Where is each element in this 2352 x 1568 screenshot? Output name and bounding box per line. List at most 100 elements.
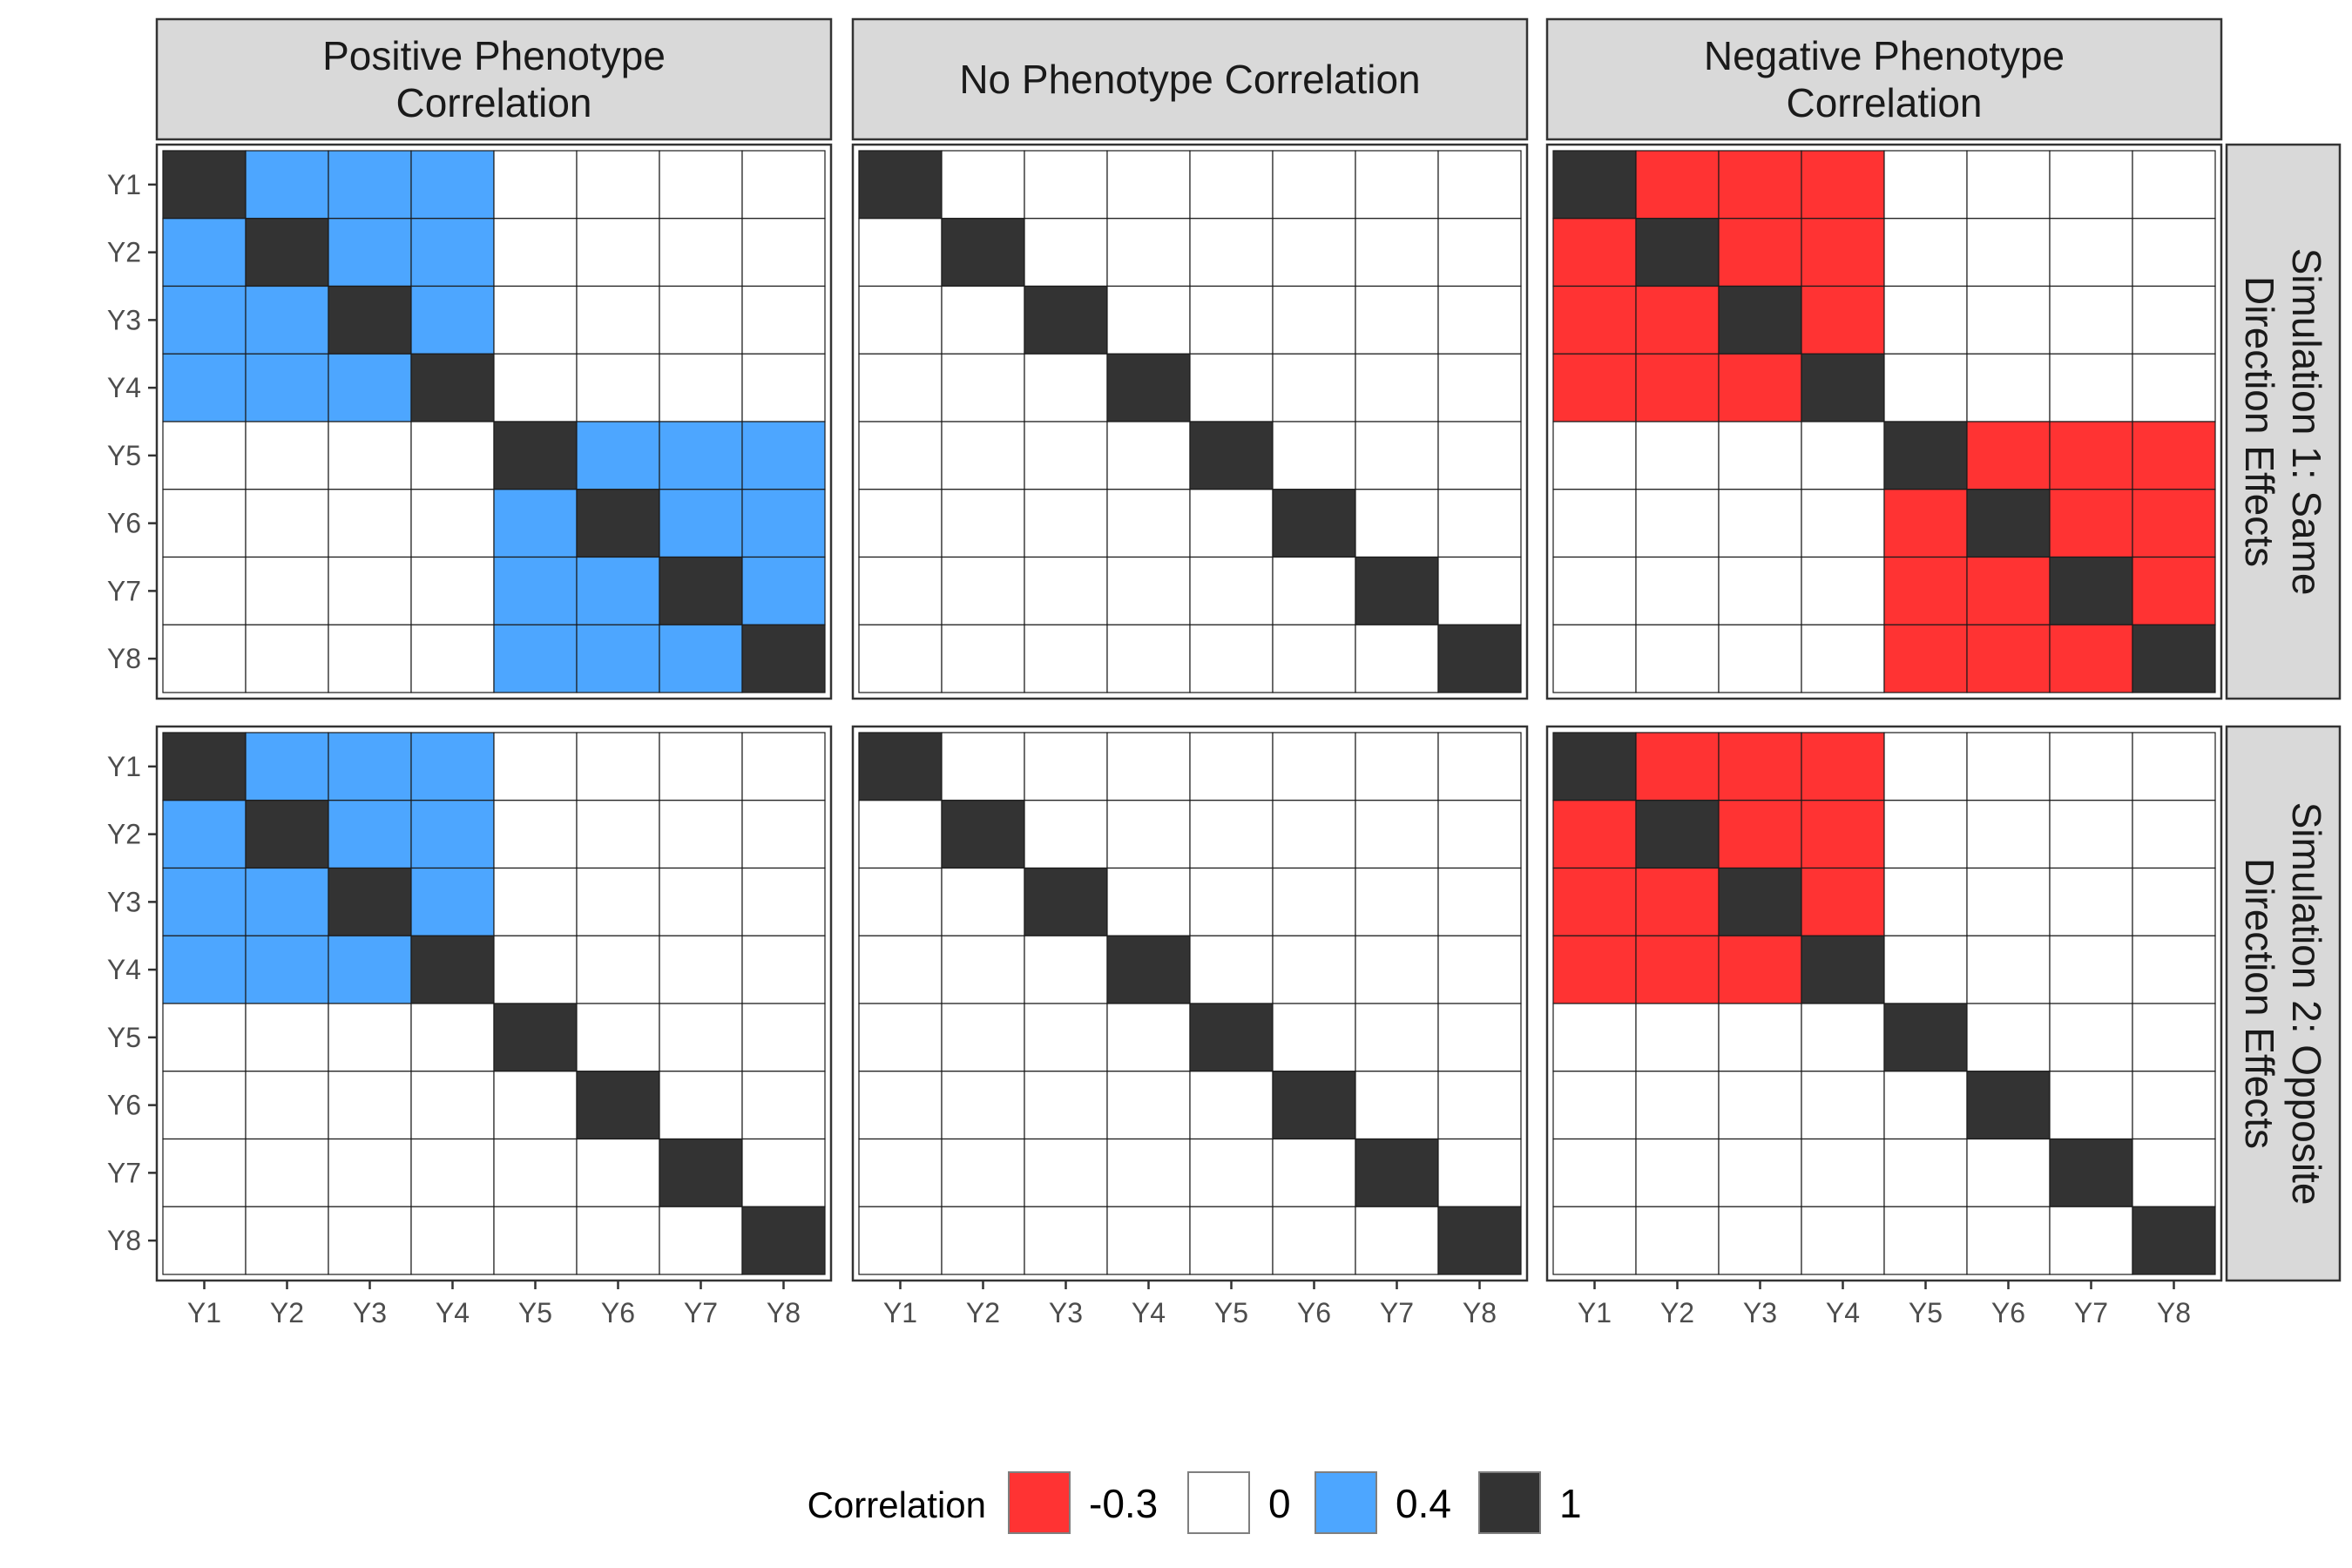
heatmap-cell (1189, 1071, 1274, 1140)
heatmap-cell (2132, 935, 2216, 1004)
heatmap-cell (1883, 624, 1968, 693)
heatmap-cell (410, 800, 495, 869)
heatmap-cell (741, 624, 826, 693)
heatmap-cell (1966, 867, 2051, 936)
heatmap-cell (1552, 421, 1637, 490)
heatmap-cell (493, 556, 578, 625)
heatmap-cell (1552, 867, 1637, 936)
heatmap-cell (659, 1003, 743, 1072)
heatmap-cell (1718, 1003, 1802, 1072)
heatmap-cell (1635, 935, 1720, 1004)
heatmap-cell (1189, 1138, 1274, 1207)
heatmap-cell (1966, 732, 2051, 801)
heatmap-cell (941, 1138, 1025, 1207)
heatmap-cell (941, 285, 1025, 355)
y-tick-label: Y4 (107, 954, 141, 985)
x-tick-label: Y7 (684, 1297, 718, 1328)
heatmap-cell (1883, 218, 1968, 287)
heatmap-cell (1437, 800, 1522, 869)
legend-label: 0.4 (1396, 1481, 1451, 1526)
heatmap-cell (410, 1003, 495, 1072)
heatmap-cell (245, 1003, 329, 1072)
heatmap-cell (2049, 1003, 2133, 1072)
heatmap-cell (493, 421, 578, 490)
heatmap-cell (245, 624, 329, 693)
legend-label: 0 (1268, 1481, 1291, 1526)
heatmap-cell (1801, 732, 1885, 801)
heatmap-cell (1801, 800, 1885, 869)
heatmap-cell (245, 353, 329, 422)
heatmap-cell (1355, 218, 1439, 287)
heatmap-cell (2132, 218, 2216, 287)
heatmap-cell (1106, 489, 1191, 558)
heatmap-cell (410, 935, 495, 1004)
heatmap-cell (1801, 218, 1885, 287)
heatmap-cell (858, 1003, 943, 1072)
column-strip-label: Positive Phenotype (322, 33, 666, 78)
heatmap-cell (2132, 1206, 2216, 1275)
heatmap-cell (162, 1138, 247, 1207)
heatmap-cell (741, 218, 826, 287)
heatmap-cell (1552, 935, 1637, 1004)
facet-panels (155, 143, 2223, 1282)
heatmap-cell (1718, 935, 1802, 1004)
heatmap-cell (2049, 732, 2133, 801)
column-strip-label: No Phenotype Correlation (959, 57, 1420, 102)
row-strip-background (2225, 725, 2342, 1282)
heatmap-cell (1883, 353, 1968, 422)
heatmap-cell (2132, 624, 2216, 693)
heatmap-cell (1189, 556, 1274, 625)
heatmap-cell (576, 421, 660, 490)
column-strip-background (155, 17, 833, 141)
heatmap-cell (1437, 150, 1522, 220)
heatmap-cell (1024, 1206, 1108, 1275)
heatmap-cell (741, 1003, 826, 1072)
heatmap-cell (1718, 800, 1802, 869)
heatmap-cell (1437, 489, 1522, 558)
heatmap-cell (410, 218, 495, 287)
heatmap-cell (1355, 285, 1439, 355)
heatmap-cell (162, 800, 247, 869)
row-strip-label-line: Direction Effects (2237, 276, 2282, 567)
heatmap-cell (1189, 1003, 1274, 1072)
heatmap-cell (1966, 421, 2051, 490)
heatmap-cell (576, 489, 660, 558)
y-tick-label: Y5 (107, 440, 141, 471)
heatmap-cell (1801, 624, 1885, 693)
heatmap-cell (1106, 150, 1191, 220)
heatmap-cell (245, 489, 329, 558)
heatmap-cell (245, 1206, 329, 1275)
heatmap-cell (1437, 218, 1522, 287)
heatmap-cell (1106, 732, 1191, 801)
heatmap-cell (1552, 1003, 1637, 1072)
heatmap-cell (1552, 732, 1637, 801)
heatmap-cell (1106, 421, 1191, 490)
heatmap-cell (162, 285, 247, 355)
heatmap-cell (1801, 489, 1885, 558)
heatmap-cell (2132, 1003, 2216, 1072)
heatmap-cell (1272, 218, 1356, 287)
heatmap-cell (2049, 556, 2133, 625)
heatmap-cell (858, 1071, 943, 1140)
heatmap-cell (1106, 1003, 1191, 1072)
heatmap-cell (941, 353, 1025, 422)
heatmap-cell (1801, 150, 1885, 220)
heatmap-cell (659, 1206, 743, 1275)
heatmap-cell (1272, 867, 1356, 936)
column-strip-2: No Phenotype Correlation (851, 17, 1529, 141)
heatmap-cell (741, 285, 826, 355)
heatmap-cell (1024, 489, 1108, 558)
heatmap-cell (1635, 489, 1720, 558)
heatmap-cell (1437, 1138, 1522, 1207)
heatmap-cell (1635, 1138, 1720, 1207)
heatmap-cell (245, 218, 329, 287)
heatmap-panel-r2-c1 (155, 725, 833, 1282)
x-tick-label: Y6 (1991, 1297, 2025, 1328)
heatmap-cell (162, 218, 247, 287)
heatmap-cell (2049, 1138, 2133, 1207)
heatmap-cell (1272, 1003, 1356, 1072)
heatmap-cell (576, 1138, 660, 1207)
heatmap-cell (245, 935, 329, 1004)
heatmap-cell (1883, 1003, 1968, 1072)
y-tick-label: Y8 (107, 1225, 141, 1256)
